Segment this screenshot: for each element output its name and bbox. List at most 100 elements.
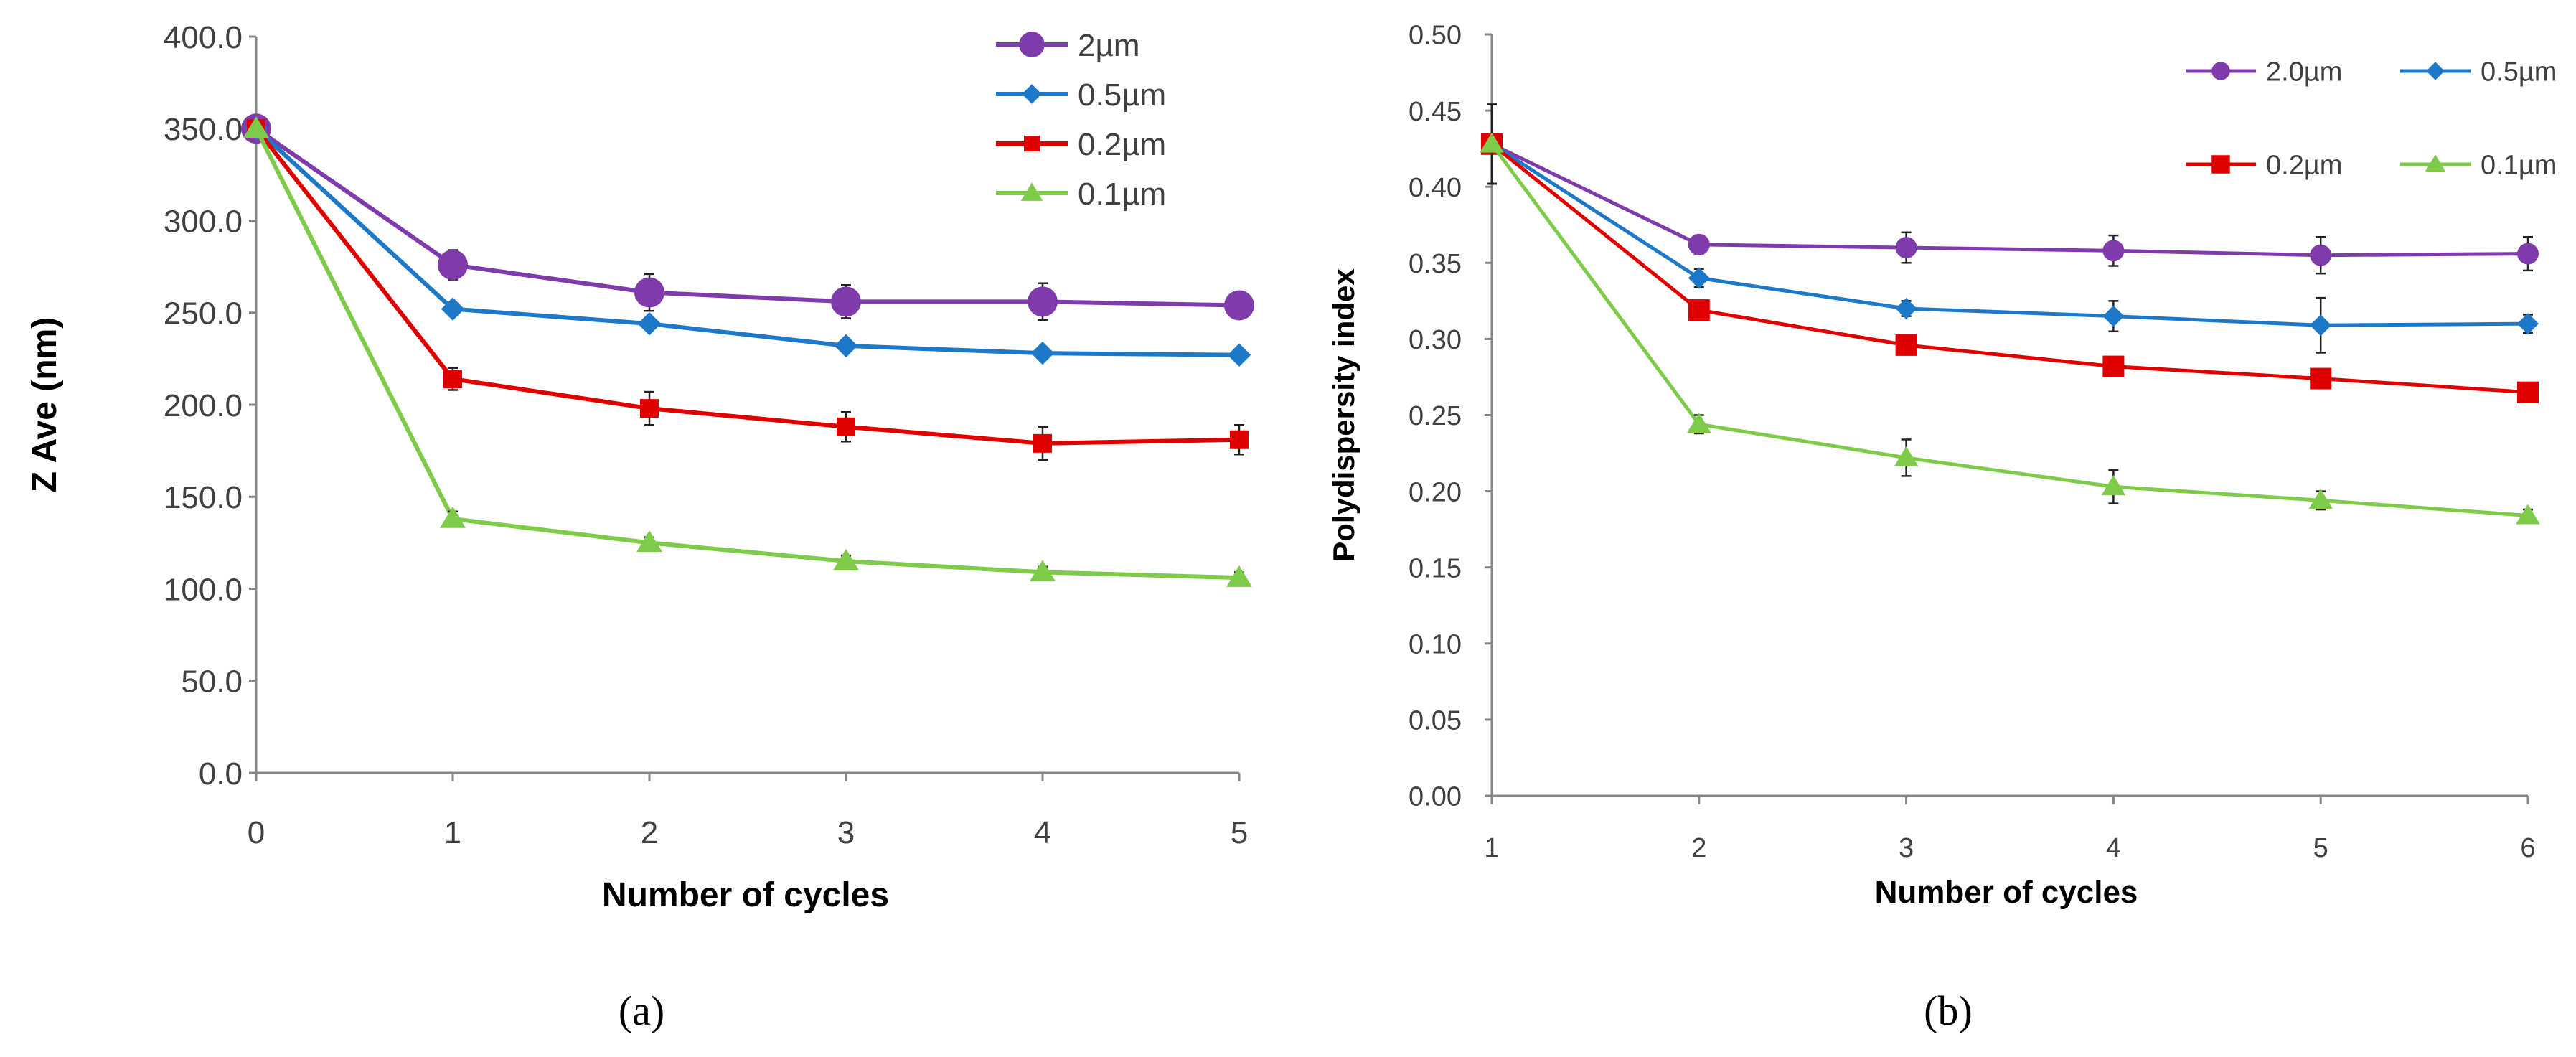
x-tick-label-b: 6 [2520, 833, 2535, 863]
data-point-b-2-0m [1895, 237, 1917, 259]
y-tick-label-a: 0.0 [199, 756, 243, 791]
data-point-b-2-0m [1688, 233, 1710, 255]
data-point-b-0-2m [2517, 381, 2539, 403]
x-tick-label-a: 5 [1231, 815, 1248, 850]
y-tick-label-b: 0.35 [1409, 249, 1462, 279]
series-line-a-0-5m [254, 127, 1240, 357]
y-axis-title-a: Z Ave (nm) [26, 317, 64, 492]
data-point-a-0-5m [834, 334, 858, 358]
data-point-a-0-2m [837, 417, 855, 436]
series-line-b-0-1m [1490, 143, 2529, 518]
x-tick-label-b: 5 [2313, 833, 2328, 863]
data-point-a-2m [1224, 290, 1254, 321]
data-point-b-0-2m [1688, 299, 1710, 321]
legend-label-a-2m: 2µm [1078, 28, 1139, 63]
series-line-b-2-0m [1490, 142, 2529, 258]
series-line-b-0-2m [1490, 142, 2529, 395]
y-tick-label-b: 0.50 [1409, 21, 1462, 51]
data-point-a-2m [831, 286, 861, 317]
data-point-b-0-1m [2101, 475, 2126, 496]
legend-marker-b-0-5m [2426, 62, 2445, 80]
data-point-a-0-2m [1033, 433, 1052, 453]
legend-label-a-0-5m: 0.5µm [1078, 77, 1166, 113]
x-tick-label-a: 2 [641, 815, 658, 850]
legend-marker-a-0-1m [1020, 182, 1043, 201]
legend-label-b-0-2m: 0.2µm [2266, 151, 2342, 181]
chart-a: 0.0 50.0 100.0 150.0 200.0 250.0 300.0 350.0 400… [26, 20, 1254, 914]
legend-label-b-0-5m: 0.5µm [2481, 57, 2557, 88]
data-point-b-0-2m [2310, 367, 2332, 390]
x-tick-label-b: 3 [1899, 833, 1914, 863]
data-point-a-0-5m [1030, 341, 1055, 365]
x-tick-label-a: 4 [1034, 815, 1051, 850]
data-point-a-0-5m [637, 311, 662, 336]
data-point-b-0-5m [2310, 314, 2332, 337]
data-point-a-0-1m [1030, 560, 1056, 582]
data-point-b-2-0m [2310, 244, 2332, 266]
y-tick-label-a: 150.0 [164, 480, 243, 515]
x-axis-title-a: Number of cycles [602, 876, 889, 914]
y-tick-label-a: 300.0 [164, 204, 243, 239]
data-point-b-0-1m [1480, 132, 1504, 153]
legend-marker-b-2-0m [2211, 62, 2230, 80]
x-tick-label-a: 3 [837, 815, 855, 850]
series-line-b-0-5m [1490, 142, 2529, 327]
legend-marker-b-0-1m [2425, 154, 2446, 172]
y-tick-label-a: 200.0 [164, 388, 243, 423]
y-axis-title-b: Polydispersity index [1327, 268, 1360, 562]
y-tick-label-b: 0.10 [1409, 629, 1462, 659]
data-point-b-0-5m [1688, 267, 1710, 289]
caption-b: (b) [1924, 987, 1973, 1034]
data-point-a-0-1m [440, 506, 466, 528]
data-point-b-0-1m [1894, 446, 1919, 466]
legend-marker-a-0-5m [1022, 84, 1042, 104]
legend-label-b-2-0m: 2.0µm [2266, 57, 2342, 88]
data-point-a-0-1m [636, 530, 662, 553]
y-tick-label-a: 100.0 [164, 572, 243, 607]
data-point-b-0-5m [1895, 297, 1917, 319]
y-tick-label-b: 0.45 [1409, 97, 1462, 127]
x-tick-label-b: 2 [1691, 833, 1706, 863]
data-point-b-0-5m [2102, 305, 2125, 327]
series-line-a-2m [255, 126, 1240, 308]
legend-marker-a-2m [1019, 32, 1045, 57]
y-tick-label-b: 0.30 [1409, 325, 1462, 355]
y-tick-label-a: 50.0 [181, 664, 243, 700]
data-point-a-0-2m [1230, 430, 1249, 449]
y-tick-label-b: 0.20 [1409, 477, 1462, 507]
data-point-a-0-1m [1226, 565, 1252, 587]
y-tick-label-b: 0.25 [1409, 401, 1462, 431]
data-point-b-0-1m [1687, 413, 1711, 433]
y-tick-label-a: 250.0 [164, 296, 243, 332]
data-point-a-0-5m [1227, 343, 1251, 367]
data-point-a-0-2m [443, 370, 462, 389]
data-point-a-2m [1028, 286, 1058, 317]
data-point-b-0-2m [1895, 334, 1917, 356]
data-point-b-2-0m [2102, 240, 2125, 262]
data-point-a-0-2m [640, 399, 659, 418]
legend-label-a-0-2m: 0.2µm [1078, 127, 1166, 162]
x-axis-title-b: Number of cycles [1875, 875, 2138, 910]
x-tick-label-b: 4 [2106, 833, 2121, 863]
y-tick-label-a: 400.0 [164, 20, 243, 55]
legend-label-a-0-1m: 0.1µm [1078, 177, 1166, 212]
data-point-b-2-0m [2517, 243, 2539, 265]
data-point-b-0-2m [2102, 355, 2125, 377]
y-tick-label-b: 0.00 [1409, 782, 1462, 812]
data-point-b-0-1m [2308, 489, 2333, 509]
x-tick-label-a: 1 [444, 815, 461, 850]
data-point-a-0-1m [243, 116, 269, 138]
data-point-b-0-5m [2517, 313, 2539, 335]
data-point-a-0-1m [833, 548, 859, 570]
legend-label-b-0-1m: 0.1µm [2481, 151, 2557, 181]
y-tick-label-b: 0.40 [1409, 173, 1462, 203]
data-point-a-0-5m [441, 297, 465, 321]
y-tick-label-a: 350.0 [164, 112, 243, 147]
x-tick-label-b: 1 [1484, 833, 1499, 863]
series-line-a-0-2m [254, 127, 1240, 446]
chart-b: 0.00 0.05 0.10 0.15 0.20 0.25 0.30 0.35 0.40 0.45… [1327, 21, 2557, 910]
legend-marker-b-0-2m [2211, 155, 2230, 174]
y-tick-label-b: 0.15 [1409, 553, 1462, 583]
y-tick-label-b: 0.05 [1409, 706, 1462, 736]
